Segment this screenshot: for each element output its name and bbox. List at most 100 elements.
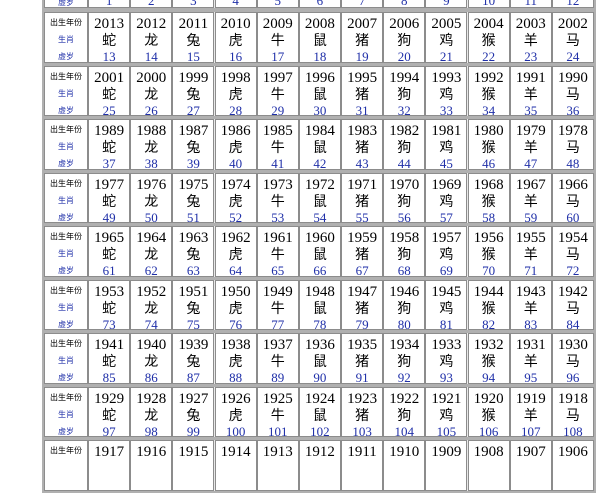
zodiac: 龙 [144, 86, 159, 103]
birth-year: 1977 [94, 176, 125, 193]
birth-year: 1914 [220, 444, 251, 460]
age: 93 [439, 370, 453, 385]
year-cell: 1995 猪 31 [341, 65, 384, 118]
birth-year: 1916 [136, 444, 167, 460]
label-cell: 出生年份 生肖 虚岁 [44, 172, 88, 223]
birth-year: 1965 [94, 230, 125, 246]
year-cell: 1913 [256, 440, 299, 491]
birth-year: 2007 [347, 16, 378, 32]
year-cell: 1985 牛 41 [256, 119, 299, 171]
age-cell: 2 [130, 0, 173, 8]
birth-year: 1987 [178, 123, 209, 139]
year-cell: 1907 [509, 440, 552, 491]
zodiac: 兔 [186, 33, 201, 49]
year-cell: 1956 猴 70 [467, 226, 510, 278]
block: 出生年份 生肖 虚岁 2001 蛇 25 2000 龙 26 1999 兔 27 1998 虎 28 1997… [42, 63, 596, 118]
age: 24 [566, 49, 580, 64]
age: 92 [397, 370, 411, 385]
year-cell: 1963 兔 63 [172, 226, 215, 278]
birth-year: 2010 [220, 16, 251, 32]
row-label: 生肖 [58, 195, 74, 205]
zodiac: 羊 [523, 33, 538, 49]
year-cell: 1966 马 60 [551, 172, 594, 225]
age: 73 [102, 316, 116, 332]
birth-year: 2012 [136, 16, 167, 32]
label-cell: 出生年份 生肖 虚岁 [44, 119, 88, 170]
age: 6 [316, 0, 324, 8]
year-cell: 1930 马 96 [551, 333, 594, 385]
age: 56 [397, 209, 411, 225]
block: 出生年份 生肖 虚岁 1977 蛇 49 1976 龙 50 1975 兔 51 1974 虎 52 1973… [42, 170, 596, 225]
year-cell: 1935 猪 91 [341, 333, 384, 385]
age: 19 [355, 49, 369, 64]
age: 30 [313, 102, 327, 118]
birth-year: 1994 [389, 69, 420, 86]
birth-year: 2000 [136, 69, 167, 86]
zodiac: 鼠 [312, 140, 327, 156]
birth-year: 1941 [94, 337, 125, 353]
birth-year: 1945 [431, 283, 462, 300]
zodiac: 蛇 [102, 33, 117, 49]
block: 出生年份 生肖 虚岁 1989 蛇 37 1988 龙 38 1987 兔 39 1986 虎 40 1985… [42, 117, 596, 172]
zodiac: 龙 [144, 247, 159, 263]
birth-year: 1913 [262, 444, 293, 460]
age: 107 [520, 423, 541, 439]
birth-year: 1991 [515, 69, 546, 86]
zodiac: 鼠 [312, 193, 327, 210]
birth-year: 1928 [136, 390, 167, 407]
age: 83 [524, 316, 538, 332]
year-cell: 2009 牛 17 [256, 12, 299, 64]
age: 51 [186, 209, 200, 225]
year-cell: 2011 兔 15 [172, 12, 215, 64]
year-cell: 2004 猴 22 [467, 12, 510, 64]
birth-year: 1962 [220, 230, 251, 246]
row-label: 出生年份 [50, 392, 82, 402]
zodiac: 猪 [355, 354, 370, 370]
birth-year: 1923 [347, 390, 378, 407]
year-cell: 1928 龙 98 [130, 386, 173, 439]
birth-year: 1952 [136, 283, 167, 300]
age: 55 [355, 209, 369, 225]
age: 99 [186, 423, 200, 439]
zodiac: 猪 [355, 247, 370, 263]
zodiac: 猪 [355, 140, 370, 156]
birth-year: 2002 [557, 16, 588, 32]
zodiac: 蛇 [102, 193, 117, 210]
birth-year: 1951 [178, 283, 209, 300]
age: 54 [313, 209, 327, 225]
year-cell: 1950 虎 76 [214, 279, 257, 332]
row-label: 生肖 [58, 88, 74, 98]
year-cell: 1932 猴 94 [467, 333, 510, 385]
age: 105 [436, 423, 457, 439]
year-cell: 1986 虎 40 [214, 119, 257, 171]
year-cell: 2001 蛇 25 [88, 65, 131, 118]
birth-year: 2005 [431, 16, 462, 32]
birth-year: 1932 [473, 337, 504, 353]
birth-year: 1934 [389, 337, 420, 353]
row-label: 出生年份 [50, 285, 82, 295]
birth-year: 1920 [473, 390, 504, 407]
year-cell: 1977 蛇 49 [88, 172, 131, 225]
zodiac: 兔 [186, 354, 201, 370]
label-cell: 出生年份 生肖 虚岁 [44, 386, 88, 437]
block: 出生年份 生肖 虚岁 1941 蛇 85 1940 龙 86 1939 兔 87 1938 虎 88 1937… [42, 331, 596, 386]
birth-year: 1949 [262, 283, 293, 300]
birth-year: 1979 [515, 123, 546, 139]
zodiac: 马 [565, 33, 580, 49]
age: 43 [355, 156, 369, 171]
year-cell: 2007 猪 19 [341, 12, 384, 64]
zodiac: 羊 [523, 247, 538, 263]
age: 60 [566, 209, 580, 225]
zodiac: 蛇 [102, 407, 117, 424]
birth-year: 1931 [515, 337, 546, 353]
zodiac: 狗 [397, 33, 412, 49]
zodiac: 蛇 [102, 86, 117, 103]
zodiac: 蛇 [102, 300, 117, 317]
zodiac: 狗 [397, 247, 412, 263]
age: 61 [102, 263, 116, 278]
age: 2 [147, 0, 155, 8]
age-cell: 10 [467, 0, 510, 8]
zodiac: 猴 [481, 193, 496, 210]
year-cell: 1948 鼠 78 [298, 279, 341, 332]
age: 82 [482, 316, 496, 332]
